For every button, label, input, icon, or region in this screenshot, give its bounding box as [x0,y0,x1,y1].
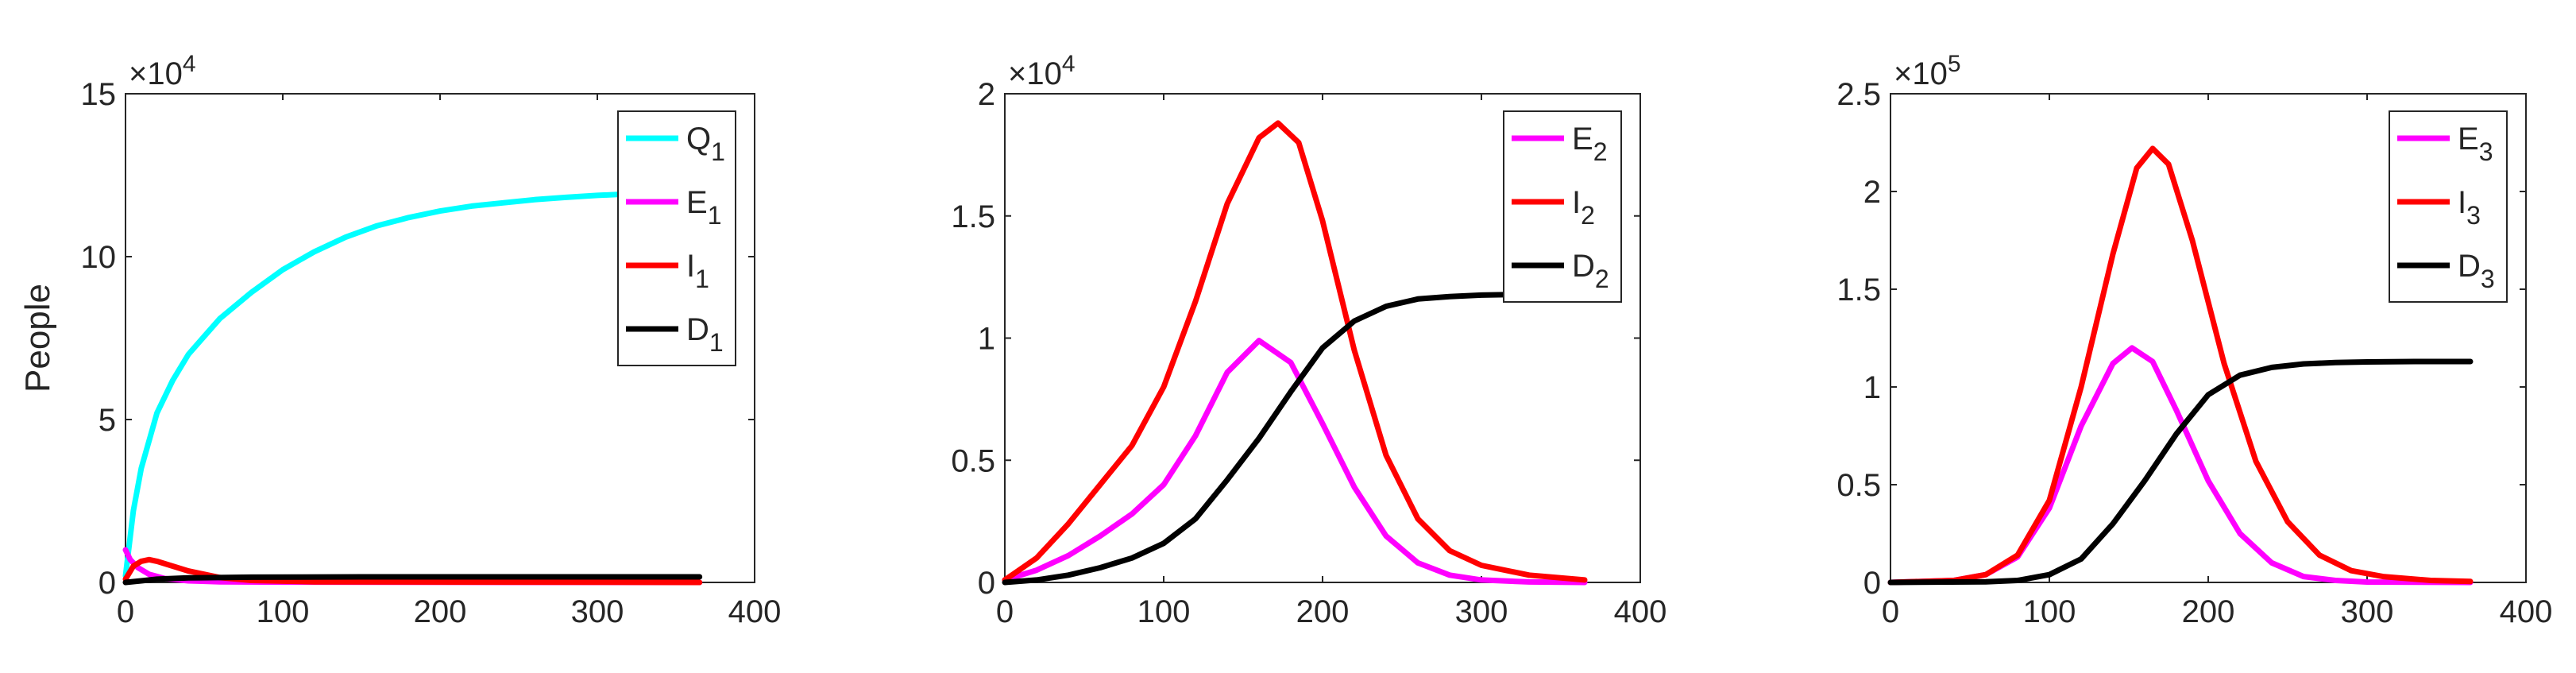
legend-label-i1: I1 [686,249,709,293]
y-tick-label: 0.5 [1836,468,1881,503]
x-tick-label: 100 [1137,594,1191,629]
legend-label-e2: E2 [1572,122,1607,166]
legend-label-i2: I2 [1572,185,1595,230]
chart-panel-1: 0 100 200 300 400 0 5 10 15 ×104 People Q1 E1 I1 D1 [18,51,781,629]
y-tick-label: 1 [978,322,995,357]
series-line-d1 [122,574,703,586]
x-tick-label: 200 [2182,594,2235,629]
x-tick-label: 300 [2341,594,2394,629]
x-tick-label: 300 [571,594,624,629]
y-tick-label: 2 [1863,175,1881,210]
y-tick-label: 0.5 [951,443,995,478]
y-exponent-label: ×105 [1894,51,1961,91]
y-tick-label: 0 [98,566,116,601]
legend: E2 I2 D2 [1503,110,1622,303]
y-tick-label: 1.5 [951,199,995,234]
series-line-q1 [122,191,629,579]
y-tick-label: 0 [1863,566,1881,601]
legend-label-q1: Q1 [686,122,725,166]
series-line-d2 [1002,292,1513,586]
legend-label-i3: I3 [2458,185,2481,230]
y-tick-label: 1 [1863,370,1881,405]
legend-label-d1: D1 [686,312,724,357]
x-tick-label: 200 [414,594,467,629]
chart-panel-2: 0 100 200 300 400 0 0.5 1 1.5 2 ×104 E2 I2 D2 [951,51,1666,629]
y-tick-label: 15 [81,77,117,112]
legend-label-e1: E1 [686,185,721,230]
x-tick-label: 300 [1455,594,1508,629]
x-tick-label: 100 [257,594,310,629]
x-tick-label: 0 [117,594,134,629]
legend-label-e3: E3 [2458,122,2493,166]
y-tick-label: 5 [98,403,116,438]
y-tick-label: 2 [978,77,995,112]
x-tick-label: 0 [1882,594,1899,629]
y-tick-label: 0 [978,566,995,601]
x-tick-label: 0 [996,594,1014,629]
y-exponent-label: ×104 [129,51,196,91]
legend-box [617,110,736,366]
y-tick-label: 2.5 [1836,77,1881,112]
x-tick-label: 400 [728,594,782,629]
series-line-i2 [1002,120,1588,583]
legend: Q1 E1 I1 D1 [617,110,736,366]
x-tick-label: 400 [2500,594,2553,629]
series-line-d3 [1887,358,2474,586]
x-tick-label: 100 [2023,594,2076,629]
legend-box [2389,110,2508,303]
x-tick-label: 200 [1296,594,1350,629]
series-line-i1 [122,556,703,586]
chart-panel-3: 0 100 200 300 400 0 0.5 1 1.5 2 2.5 ×105 E3 I3 D3 [1836,51,2552,629]
y-axis-label: People [18,284,57,393]
series-line-i3 [1887,145,2474,586]
legend-label-d3: D3 [2458,249,2495,293]
y-tick-label: 10 [81,240,117,275]
legend: E3 I3 D3 [2389,110,2508,303]
y-exponent-label: ×104 [1008,51,1076,91]
y-tick-label: 1.5 [1836,273,1881,307]
x-tick-label: 400 [1614,594,1667,629]
legend-label-d2: D2 [1572,249,1609,293]
legend-box [1503,110,1622,303]
series-line-e2 [1002,338,1588,586]
